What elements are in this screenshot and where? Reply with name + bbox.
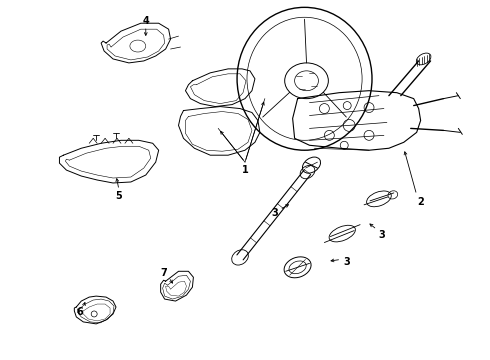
Text: 3: 3 [344, 257, 350, 267]
Text: 3: 3 [379, 230, 385, 239]
Text: 3: 3 [271, 208, 278, 218]
Text: 1: 1 [242, 165, 248, 175]
Text: 4: 4 [143, 16, 149, 26]
Text: 5: 5 [116, 191, 122, 201]
Text: 6: 6 [76, 307, 83, 317]
Text: 2: 2 [417, 197, 424, 207]
Text: 7: 7 [160, 268, 167, 278]
